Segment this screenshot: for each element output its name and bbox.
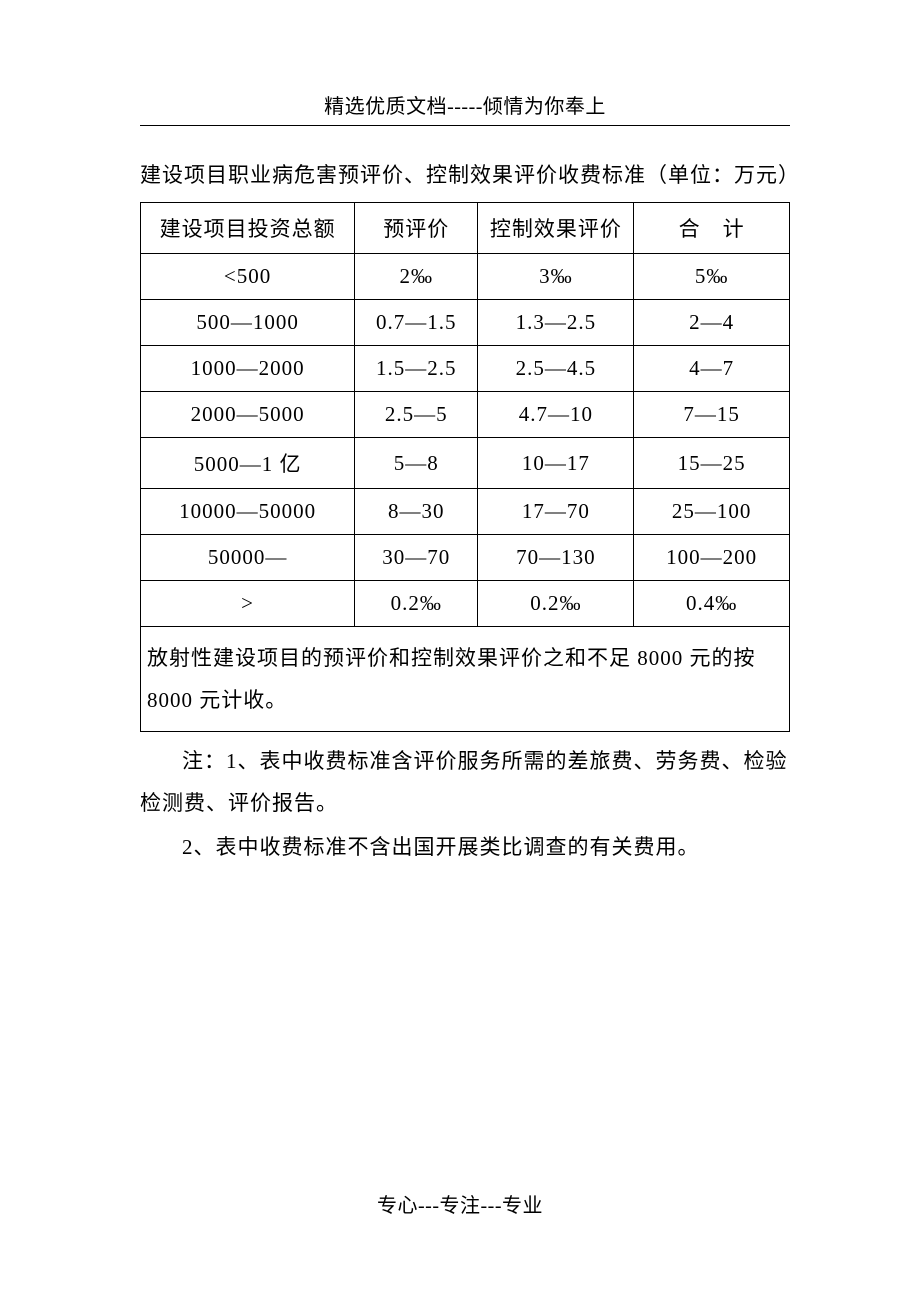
table-row: 2000—5000 2.5—5 4.7—10 7—15 <box>141 392 790 438</box>
column-header-investment: 建设项目投资总额 <box>141 203 355 254</box>
note-line-1: 注：1、表中收费标准含评价服务所需的差旅费、劳务费、检验检测费、评价报告。 <box>140 740 790 824</box>
cell-pre: 2.5—5 <box>355 392 478 438</box>
cell-total: 5‰ <box>634 254 790 300</box>
page-header: 精选优质文档-----倾情为你奉上 <box>140 90 790 126</box>
cell-investment: > <box>141 581 355 627</box>
cell-investment: 500—1000 <box>141 300 355 346</box>
table-row: > 0.2‰ 0.2‰ 0.4‰ <box>141 581 790 627</box>
cell-total: 0.4‰ <box>634 581 790 627</box>
cell-control: 0.2‰ <box>478 581 634 627</box>
cell-control: 3‰ <box>478 254 634 300</box>
cell-investment: 5000—1 亿 <box>141 438 355 489</box>
table-row: 1000—2000 1.5—2.5 2.5—4.5 4—7 <box>141 346 790 392</box>
cell-total: 2—4 <box>634 300 790 346</box>
cell-investment: <500 <box>141 254 355 300</box>
cell-investment: 2000—5000 <box>141 392 355 438</box>
cell-total: 4—7 <box>634 346 790 392</box>
note-line-2: 2、表中收费标准不含出国开展类比调查的有关费用。 <box>140 826 790 868</box>
cell-total: 7—15 <box>634 392 790 438</box>
cell-investment: 1000—2000 <box>141 346 355 392</box>
table-footnote-row: 放射性建设项目的预评价和控制效果评价之和不足 8000 元的按 8000 元计收… <box>141 627 790 732</box>
cell-investment: 10000—50000 <box>141 489 355 535</box>
table-row: 5000—1 亿 5—8 10—17 15—25 <box>141 438 790 489</box>
cell-pre: 1.5—2.5 <box>355 346 478 392</box>
column-header-control-evaluation: 控制效果评价 <box>478 203 634 254</box>
document-page: 精选优质文档-----倾情为你奉上 建设项目职业病危害预评价、控制效果评价收费标… <box>0 0 920 868</box>
cell-pre: 5—8 <box>355 438 478 489</box>
table-row: 50000— 30—70 70—130 100—200 <box>141 535 790 581</box>
column-header-pre-evaluation: 预评价 <box>355 203 478 254</box>
cell-pre: 0.2‰ <box>355 581 478 627</box>
fee-standard-table: 建设项目投资总额 预评价 控制效果评价 合 计 <500 2‰ 3‰ 5‰ 50… <box>140 202 790 732</box>
cell-control: 4.7—10 <box>478 392 634 438</box>
table-row: <500 2‰ 3‰ 5‰ <box>141 254 790 300</box>
cell-control: 70—130 <box>478 535 634 581</box>
table-row: 500—1000 0.7—1.5 1.3—2.5 2—4 <box>141 300 790 346</box>
cell-pre: 30—70 <box>355 535 478 581</box>
cell-pre: 8—30 <box>355 489 478 535</box>
table-header-row: 建设项目投资总额 预评价 控制效果评价 合 计 <box>141 203 790 254</box>
document-title: 建设项目职业病危害预评价、控制效果评价收费标准（单位：万元） <box>140 154 790 196</box>
notes-section: 注：1、表中收费标准含评价服务所需的差旅费、劳务费、检验检测费、评价报告。 2、… <box>140 740 790 868</box>
column-header-total: 合 计 <box>634 203 790 254</box>
cell-total: 100—200 <box>634 535 790 581</box>
cell-control: 2.5—4.5 <box>478 346 634 392</box>
cell-pre: 0.7—1.5 <box>355 300 478 346</box>
table-row: 10000—50000 8—30 17—70 25—100 <box>141 489 790 535</box>
page-footer: 专心---专注---专业 <box>0 1189 920 1218</box>
cell-total: 25—100 <box>634 489 790 535</box>
cell-control: 1.3—2.5 <box>478 300 634 346</box>
cell-pre: 2‰ <box>355 254 478 300</box>
cell-investment: 50000— <box>141 535 355 581</box>
table-footnote: 放射性建设项目的预评价和控制效果评价之和不足 8000 元的按 8000 元计收… <box>141 627 790 732</box>
cell-total: 15—25 <box>634 438 790 489</box>
cell-control: 10—17 <box>478 438 634 489</box>
cell-control: 17—70 <box>478 489 634 535</box>
